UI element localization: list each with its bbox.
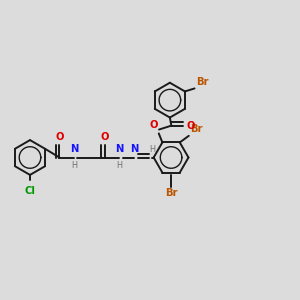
Text: Cl: Cl	[25, 186, 35, 196]
Text: O: O	[100, 132, 109, 142]
Text: H: H	[149, 146, 155, 154]
Text: N: N	[70, 145, 78, 154]
Text: O: O	[55, 132, 64, 142]
Text: Br: Br	[196, 77, 208, 87]
Text: H: H	[71, 161, 77, 170]
Text: O: O	[150, 120, 158, 130]
Text: Br: Br	[190, 124, 203, 134]
Text: Br: Br	[165, 188, 177, 198]
Text: N: N	[115, 145, 124, 154]
Text: H: H	[116, 161, 122, 170]
Text: O: O	[186, 121, 195, 130]
Text: N: N	[130, 145, 138, 154]
